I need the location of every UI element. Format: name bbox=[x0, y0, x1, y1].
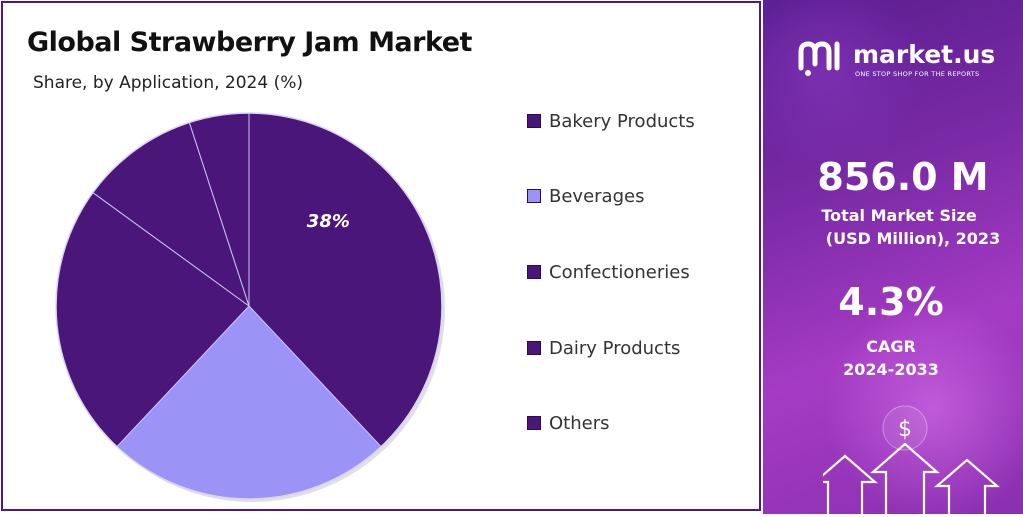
market-size-value: 856.0 M bbox=[817, 155, 989, 199]
legend-swatch bbox=[527, 416, 541, 430]
cagr-label-line1: CAGR bbox=[866, 337, 916, 356]
brand-name: market.us bbox=[853, 40, 996, 69]
legend-item-bakery-products: Bakery Products bbox=[527, 109, 695, 133]
chart-panel: Global Strawberry Jam Market Share, by A… bbox=[1, 1, 761, 511]
market-size-label-line2: (USD Million), 2023 bbox=[825, 229, 1001, 248]
legend-label: Confectioneries bbox=[549, 261, 690, 283]
legend-item-dairy-products: Dairy Products bbox=[527, 336, 680, 360]
legend-swatch bbox=[527, 114, 541, 128]
chart-subtitle: Share, by Application, 2024 (%) bbox=[33, 73, 303, 93]
brand-logo: market.us ONE STOP SHOP FOR THE REPORTS bbox=[797, 38, 1017, 78]
brand-tagline: ONE STOP SHOP FOR THE REPORTS bbox=[855, 70, 980, 78]
pie-chart: 38% bbox=[53, 103, 453, 513]
market-us-logo-icon bbox=[798, 41, 840, 76]
legend-swatch bbox=[527, 189, 541, 203]
background-glow bbox=[763, 0, 923, 170]
pie-outline bbox=[55, 112, 443, 500]
legend-swatch bbox=[527, 265, 541, 279]
pie-chart-svg: 38% bbox=[55, 112, 445, 502]
legend-label: Bakery Products bbox=[549, 110, 695, 132]
growth-arrows-icon: $ bbox=[823, 405, 1000, 514]
dollar-icon: $ bbox=[898, 417, 912, 442]
stats-panel: market.us ONE STOP SHOP FOR THE REPORTS … bbox=[763, 0, 1023, 514]
chart-title: Global Strawberry Jam Market bbox=[27, 27, 472, 58]
cagr-value: 4.3% bbox=[838, 280, 944, 324]
legend-item-others: Others bbox=[527, 411, 610, 435]
market-size-label-line1: Total Market Size bbox=[821, 206, 977, 225]
legend-label: Dairy Products bbox=[549, 337, 681, 359]
legend-item-confectioneries: Confectioneries bbox=[527, 260, 690, 284]
legend-label: Beverages bbox=[549, 185, 645, 207]
cagr-label-line2: 2024-2033 bbox=[843, 360, 939, 379]
pie-data-label: 38% bbox=[307, 211, 350, 232]
legend-item-beverages: Beverages bbox=[527, 184, 644, 208]
legend-label: Others bbox=[549, 412, 610, 434]
legend-swatch bbox=[527, 341, 541, 355]
